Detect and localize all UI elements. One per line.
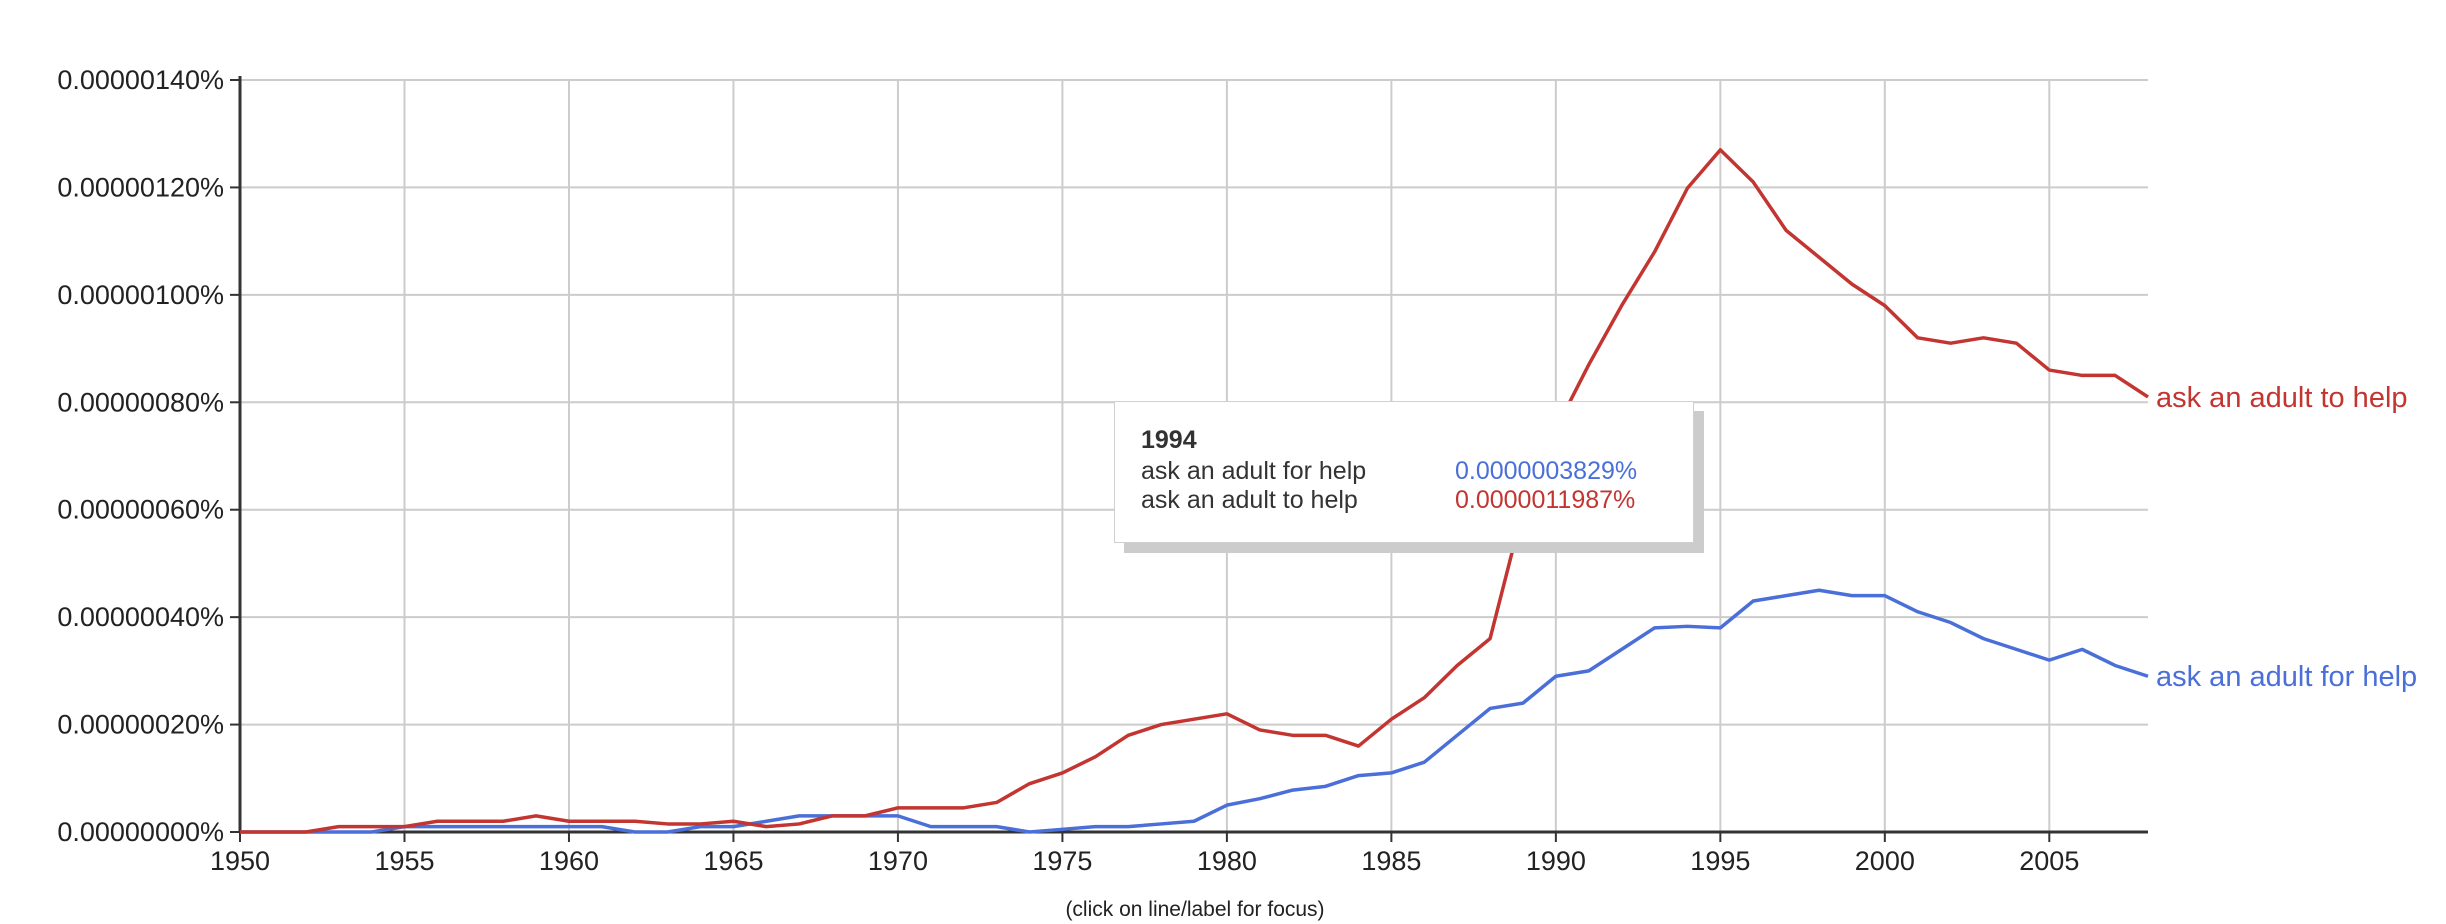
y-tick-label: 0.00000140% [57,65,224,95]
y-tick-label: 0.00000000% [57,817,224,847]
tooltip-label: ask an adult for help [1141,457,1367,485]
x-axis-ticks: 1950 1955 1960 1965 1970 1975 1980 1985 1990 1995… [210,846,2079,876]
axes [230,76,2148,842]
x-tick-label: 1985 [1361,846,1421,876]
x-tick-label: 1975 [1032,846,1092,876]
y-axis-ticks: 0.00000140% 0.00000120% 0.00000100% 0.00000… [57,65,224,847]
series-lines[interactable] [240,148,2149,834]
x-tick-label: 1990 [1526,846,1586,876]
tooltip-row-for-help: ask an adult for help 0.0000003829% [1141,457,1667,486]
focus-hint: (click on line/label for focus) [1065,898,1325,921]
x-tick-label: 1965 [703,846,763,876]
y-tick-label: 0.00000120% [57,172,224,202]
series-line-to-help[interactable] [240,148,2149,834]
x-tick-label: 1960 [539,846,599,876]
x-tick-label: 2005 [2019,846,2079,876]
y-tick-label: 0.00000080% [57,387,224,417]
y-tick-label: 0.00000040% [57,602,224,632]
series-label-to-help[interactable]: ask an adult to help [2156,382,2408,414]
y-tick-label: 0.00000020% [57,710,224,740]
y-tick-label: 0.00000060% [57,495,224,525]
tooltip-year: 1994 [1141,426,1197,454]
x-tick-label: 1950 [210,846,270,876]
tooltip-row-to-help: ask an adult to help 0.0000011987% [1141,486,1667,515]
tooltip-value: 0.0000003829% [1455,457,1638,485]
x-tick-label: 1980 [1197,846,1257,876]
series-line-for-help[interactable] [240,588,2149,834]
x-tick-label: 1970 [868,846,928,876]
series-labels[interactable]: ask an adult for help ask an adult to hel… [2156,382,2417,693]
x-tick-label: 1995 [1690,846,1750,876]
tooltip-label: ask an adult to help [1141,486,1358,514]
x-tick-label: 2000 [1855,846,1915,876]
y-tick-label: 0.00000100% [57,280,224,310]
hover-tooltip: 1994 ask an adult for help 0.0000003829%… [1114,401,1694,543]
x-tick-label: 1955 [374,846,434,876]
tooltip-value: 0.0000011987% [1455,486,1636,514]
series-label-for-help[interactable]: ask an adult for help [2156,661,2417,693]
